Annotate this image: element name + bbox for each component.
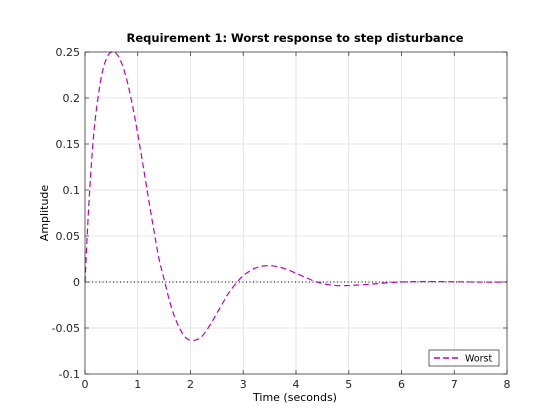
x-tick-label: 5 (345, 378, 352, 391)
x-axis-title: Time (seconds) (252, 391, 337, 404)
x-axis-ticks: 0 1 2 3 4 5 6 7 8 (82, 52, 511, 391)
y-tick-label: 0.25 (56, 46, 81, 59)
x-tick-label: 8 (504, 378, 511, 391)
x-tick-label: 3 (240, 378, 247, 391)
y-axis-ticks: -0.1 -0.05 0 0.05 0.1 0.15 0.2 0.25 (52, 46, 507, 381)
x-tick-label: 6 (398, 378, 405, 391)
y-tick-label: 0 (73, 276, 80, 289)
y-axis-title: Amplitude (38, 185, 51, 242)
y-tick-label: 0.2 (63, 92, 81, 105)
series-line-0 (84, 51, 508, 342)
chart-title: Requirement 1: Worst response to step di… (127, 31, 464, 45)
x-tick-label: 4 (293, 378, 300, 391)
y-tick-label: 0.1 (63, 184, 81, 197)
series-layer (84, 51, 508, 342)
legend-box (428, 349, 500, 367)
x-tick-label: 0 (82, 378, 89, 391)
x-tick-label: 7 (451, 378, 458, 391)
legend-label: Worst (465, 354, 493, 365)
y-tick-label: -0.1 (59, 368, 80, 381)
y-tick-label: -0.05 (52, 322, 80, 335)
x-tick-label: 2 (187, 378, 194, 391)
legend: Worst (428, 349, 500, 367)
y-tick-label: 0.05 (56, 230, 81, 243)
x-tick-label: 1 (134, 378, 141, 391)
y-tick-label: 0.15 (56, 138, 81, 151)
